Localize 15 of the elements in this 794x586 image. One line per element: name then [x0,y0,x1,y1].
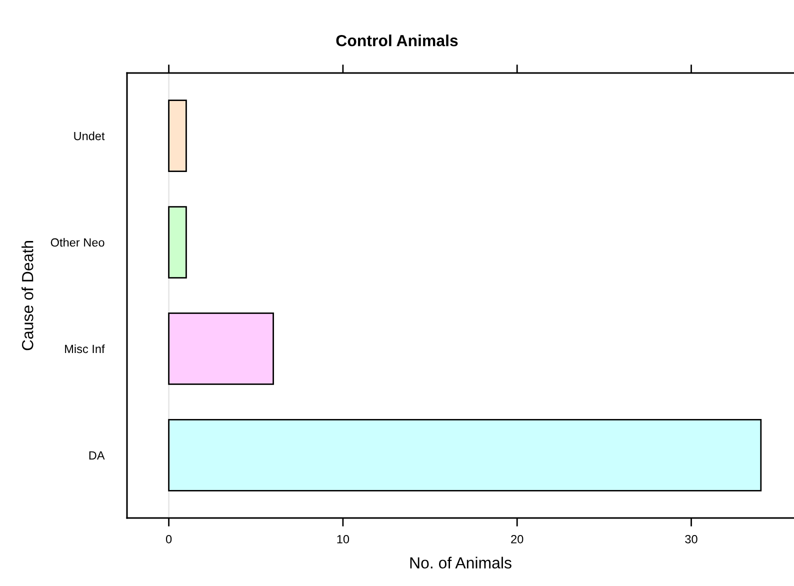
y-axis-title: Cause of Death [22,241,34,350]
bar [168,206,187,278]
y-tick-label: Misc Inf [65,344,105,354]
bar [168,418,762,492]
y-tick-label: DA [89,451,105,460]
x-tick-label: 0 [166,534,172,544]
y-tick-label: Undet [74,132,105,140]
x-tick-label: 10 [337,534,350,544]
x-axis-title: No. of Animals [410,556,512,569]
bar [168,312,274,385]
y-tick-label: Other Neo [50,238,104,247]
bar [168,100,187,172]
x-tick-label: 30 [685,534,698,544]
chart-title: Control Animals [336,34,458,46]
x-tick-label: 20 [511,534,524,544]
